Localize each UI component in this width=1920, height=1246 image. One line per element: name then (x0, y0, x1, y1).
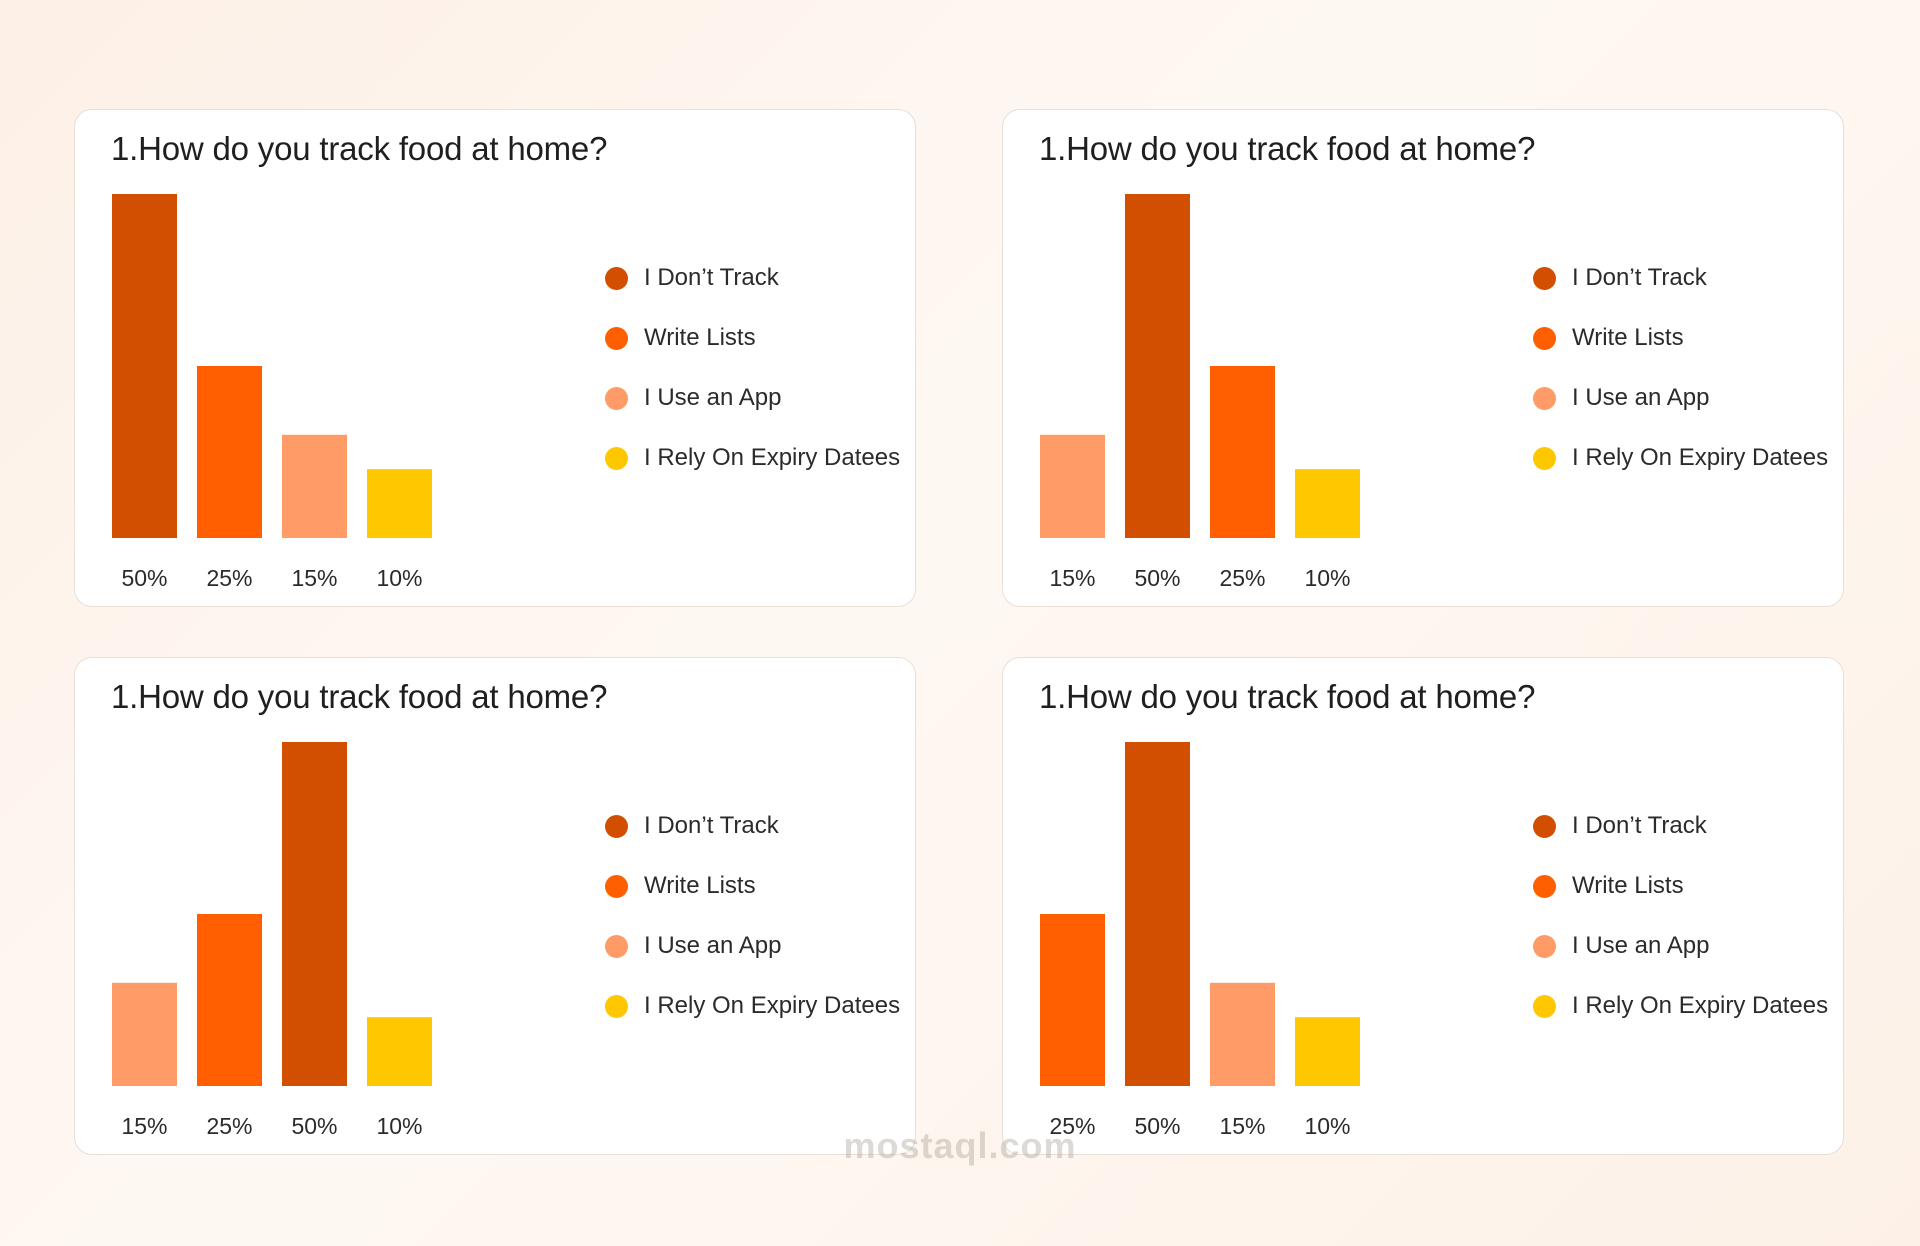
legend-item: I Don’t Track (1533, 248, 1828, 308)
legend-item: I Rely On Expiry Datees (1533, 428, 1828, 488)
legend-item: I Rely On Expiry Datees (605, 428, 900, 488)
bar-3 (1210, 982, 1275, 1086)
bar-value-label: 10% (1304, 565, 1350, 591)
bar-value-label: 10% (376, 1113, 422, 1139)
legend-label: I Use an App (1572, 932, 1710, 959)
chart-title: 1.How do you track food at home? (1039, 130, 1536, 167)
bar-4 (1295, 1017, 1360, 1086)
legend-swatch (605, 446, 628, 470)
bar-value-label: 15% (291, 565, 337, 591)
legend-label: Write Lists (644, 324, 756, 351)
chart-card-3: 1.How do you track food at home? 15% 25% 5… (74, 657, 916, 1155)
bar-2 (1125, 194, 1190, 538)
bar-chart-2: 15% 50% 25% 10% (1040, 194, 1360, 591)
legend-label: I Rely On Expiry Datees (644, 444, 901, 471)
bar-4 (367, 469, 432, 538)
chart-card-2: 1.How do you track food at home? 15% 50% 2… (1002, 109, 1844, 607)
bar-value-label: 50% (291, 1113, 337, 1139)
legend-item: I Use an App (605, 368, 900, 428)
bar-value-label: 50% (1134, 1113, 1180, 1139)
legend-item: I Use an App (1533, 916, 1828, 976)
bar-2 (1125, 742, 1190, 1086)
bar-value-label: 25% (1219, 565, 1265, 591)
chart-legend: I Don’t Track Write Lists I Use an App I… (1533, 248, 1828, 488)
legend-label: I Use an App (644, 384, 782, 411)
bar-chart-3: 15% 25% 50% 10% (112, 742, 432, 1139)
legend-swatch (1533, 934, 1556, 958)
legend-swatch (605, 266, 628, 290)
legend-swatch (605, 874, 628, 898)
legend-label: I Rely On Expiry Datees (1572, 992, 1829, 1019)
legend-item: Write Lists (1533, 308, 1828, 368)
legend-swatch (605, 934, 628, 958)
bar-value-label: 15% (121, 1113, 167, 1139)
legend-swatch (1533, 874, 1556, 898)
legend-swatch (1533, 814, 1556, 838)
bar-1 (112, 194, 177, 538)
chart-card-1: 1.How do you track food at home? 50% 25% 1… (74, 109, 916, 607)
bar-1 (1040, 434, 1105, 538)
watermark: mostaql.com (843, 1125, 1077, 1166)
bar-value-label: 25% (1049, 1113, 1095, 1139)
legend-label: Write Lists (1572, 872, 1684, 899)
legend-item: Write Lists (1533, 856, 1828, 916)
bar-value-label: 15% (1219, 1113, 1265, 1139)
legend-swatch (605, 386, 628, 410)
legend-item: I Don’t Track (605, 796, 900, 856)
chart-legend: I Don’t Track Write Lists I Use an App I… (1533, 796, 1828, 1036)
legend-item: I Rely On Expiry Datees (1533, 976, 1828, 1036)
legend-item: I Don’t Track (605, 248, 900, 308)
legend-item: Write Lists (605, 308, 900, 368)
legend-swatch (1533, 326, 1556, 350)
legend-swatch (605, 994, 628, 1018)
legend-swatch (605, 814, 628, 838)
chart-title: 1.How do you track food at home? (1039, 678, 1536, 715)
legend-label: I Rely On Expiry Datees (644, 992, 901, 1019)
legend-label: I Don’t Track (1572, 812, 1707, 839)
bar-4 (1295, 469, 1360, 538)
legend-label: I Don’t Track (644, 812, 779, 839)
legend-item: I Use an App (605, 916, 900, 976)
legend-label: I Don’t Track (1572, 264, 1707, 291)
legend-item: I Use an App (1533, 368, 1828, 428)
bar-3 (1210, 366, 1275, 538)
bar-value-label: 10% (1304, 1113, 1350, 1139)
legend-item: I Don’t Track (1533, 796, 1828, 856)
bar-value-label: 25% (206, 565, 252, 591)
legend-label: Write Lists (644, 872, 756, 899)
chart-title: 1.How do you track food at home? (111, 678, 608, 715)
bar-2 (197, 366, 262, 538)
legend-item: I Rely On Expiry Datees (605, 976, 900, 1036)
bar-value-label: 50% (1134, 565, 1180, 591)
bar-chart-1: 50% 25% 15% 10% (112, 194, 432, 591)
chart-legend: I Don’t Track Write Lists I Use an App I… (605, 796, 900, 1036)
bar-chart-4: 25% 50% 15% 10% (1040, 742, 1360, 1139)
bar-2 (197, 914, 262, 1086)
bar-4 (367, 1017, 432, 1086)
legend-swatch (1533, 386, 1556, 410)
bar-1 (112, 982, 177, 1086)
bar-value-label: 15% (1049, 565, 1095, 591)
bar-value-label: 10% (376, 565, 422, 591)
legend-swatch (1533, 446, 1556, 470)
legend-label: I Use an App (1572, 384, 1710, 411)
bar-3 (282, 434, 347, 538)
legend-label: I Don’t Track (644, 264, 779, 291)
legend-item: Write Lists (605, 856, 900, 916)
legend-label: I Use an App (644, 932, 782, 959)
bar-value-label: 25% (206, 1113, 252, 1139)
chart-legend: I Don’t Track Write Lists I Use an App I… (605, 248, 900, 488)
bar-value-label: 50% (121, 565, 167, 591)
bar-1 (1040, 914, 1105, 1086)
legend-swatch (1533, 994, 1556, 1018)
legend-label: I Rely On Expiry Datees (1572, 444, 1829, 471)
bar-3 (282, 742, 347, 1086)
legend-swatch (605, 326, 628, 350)
legend-label: Write Lists (1572, 324, 1684, 351)
chart-card-4: 1.How do you track food at home? 25% 50% 1… (1002, 657, 1844, 1155)
legend-swatch (1533, 266, 1556, 290)
chart-title: 1.How do you track food at home? (111, 130, 608, 167)
